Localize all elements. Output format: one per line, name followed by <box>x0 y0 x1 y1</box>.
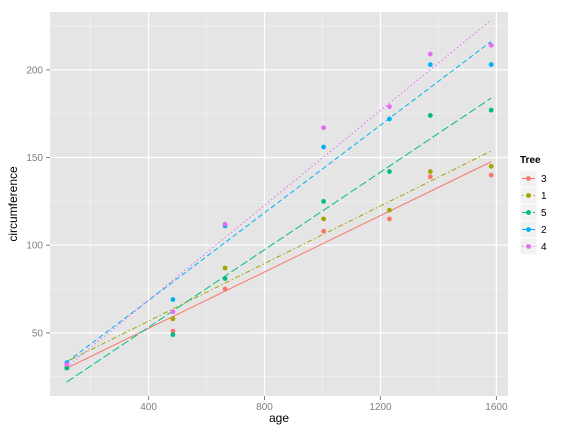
point-tree-5 <box>387 169 392 174</box>
point-tree-4 <box>427 51 433 57</box>
minor-gridlines <box>50 12 508 396</box>
x-tick-label: 800 <box>256 402 273 413</box>
point-tree-2 <box>170 297 176 302</box>
legend-label-1: 1 <box>541 191 547 202</box>
legend: Tree 3 1 5 2 4 <box>519 155 547 256</box>
fit-line-1 <box>66 150 492 363</box>
point-tree-3 <box>321 228 327 234</box>
point-tree-4 <box>170 309 176 315</box>
point-tree-2 <box>488 62 494 68</box>
point-tree-5 <box>321 198 327 204</box>
legend-point-3 <box>526 176 531 181</box>
legend-point-4 <box>526 244 531 249</box>
legend-point-2 <box>526 227 531 232</box>
legend-point-5 <box>526 210 531 215</box>
point-tree-4 <box>64 362 70 367</box>
major-gridlines <box>50 12 508 396</box>
legend-title: Tree <box>520 155 541 166</box>
point-tree-1 <box>488 163 494 169</box>
legend-label-4: 4 <box>541 242 547 253</box>
data-points <box>64 42 494 371</box>
legend-label-3: 3 <box>541 174 547 185</box>
x-tick-label: 1200 <box>369 402 392 413</box>
x-tick-label: 400 <box>140 402 157 413</box>
x-tick-label: 1600 <box>485 402 508 413</box>
point-tree-5 <box>170 332 176 338</box>
x-axis-title: age <box>269 411 289 425</box>
legend-label-2: 2 <box>541 225 547 236</box>
point-tree-4 <box>488 42 494 48</box>
point-tree-3 <box>222 286 228 292</box>
point-tree-4 <box>222 221 228 227</box>
point-tree-5 <box>488 107 494 113</box>
point-tree-3 <box>488 172 494 178</box>
x-axis-ticks: 400 800 1200 1600 <box>140 396 508 413</box>
y-tick-label: 50 <box>32 328 44 339</box>
point-tree-1 <box>170 316 176 322</box>
y-tick-label: 150 <box>26 153 43 164</box>
point-tree-5 <box>427 113 433 118</box>
point-tree-5 <box>64 365 70 371</box>
point-tree-1 <box>427 169 433 174</box>
y-axis-ticks: 50 100 150 200 <box>26 65 50 339</box>
point-tree-2 <box>427 62 433 68</box>
point-tree-1 <box>222 265 228 271</box>
point-tree-1 <box>321 216 327 222</box>
legend-point-1 <box>526 193 531 198</box>
point-tree-2 <box>387 116 392 122</box>
y-axis-title: circumference <box>6 166 20 242</box>
point-tree-2 <box>321 144 327 150</box>
y-tick-label: 200 <box>26 65 43 76</box>
point-tree-4 <box>321 125 327 131</box>
point-tree-3 <box>427 174 433 180</box>
fit-line-5 <box>66 97 492 383</box>
point-tree-3 <box>387 216 392 222</box>
fit-lines <box>66 19 492 383</box>
y-tick-label: 100 <box>26 241 43 252</box>
point-tree-1 <box>387 207 392 213</box>
point-tree-3 <box>170 328 176 334</box>
point-tree-4 <box>387 104 392 110</box>
fit-line-2 <box>66 41 492 363</box>
fit-line-3 <box>66 161 492 369</box>
point-tree-5 <box>222 276 228 281</box>
fit-line-4 <box>66 19 492 368</box>
legend-label-5: 5 <box>541 208 547 219</box>
